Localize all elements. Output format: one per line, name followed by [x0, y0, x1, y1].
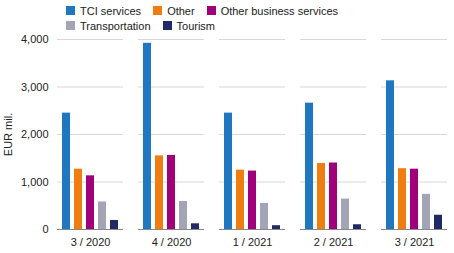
svg-text:2 / 2021: 2 / 2021 — [314, 236, 354, 248]
svg-text:1,000: 1,000 — [21, 176, 49, 188]
html-text:Other business services: Other business services — [220, 4, 338, 17]
svg-text:EUR mil.: EUR mil. — [2, 113, 14, 156]
svg-text:3,000: 3,000 — [21, 81, 49, 93]
svg-text:3 / 2020: 3 / 2020 — [71, 236, 111, 248]
svg-text:4 / 2020: 4 / 2020 — [152, 236, 192, 248]
html-text:Transportation: Transportation — [80, 19, 151, 32]
svg-text:3 / 2021: 3 / 2021 — [395, 236, 435, 248]
html-text:Other: Other — [167, 4, 195, 17]
svg-text:1 / 2021: 1 / 2021 — [233, 236, 273, 248]
html-text:TCI services: TCI services — [80, 4, 142, 17]
html-text:Tourism: Tourism — [176, 19, 215, 32]
svg-text:0: 0 — [42, 223, 48, 235]
svg-text:2,000: 2,000 — [21, 128, 49, 140]
svg-text:4,000: 4,000 — [21, 33, 49, 45]
